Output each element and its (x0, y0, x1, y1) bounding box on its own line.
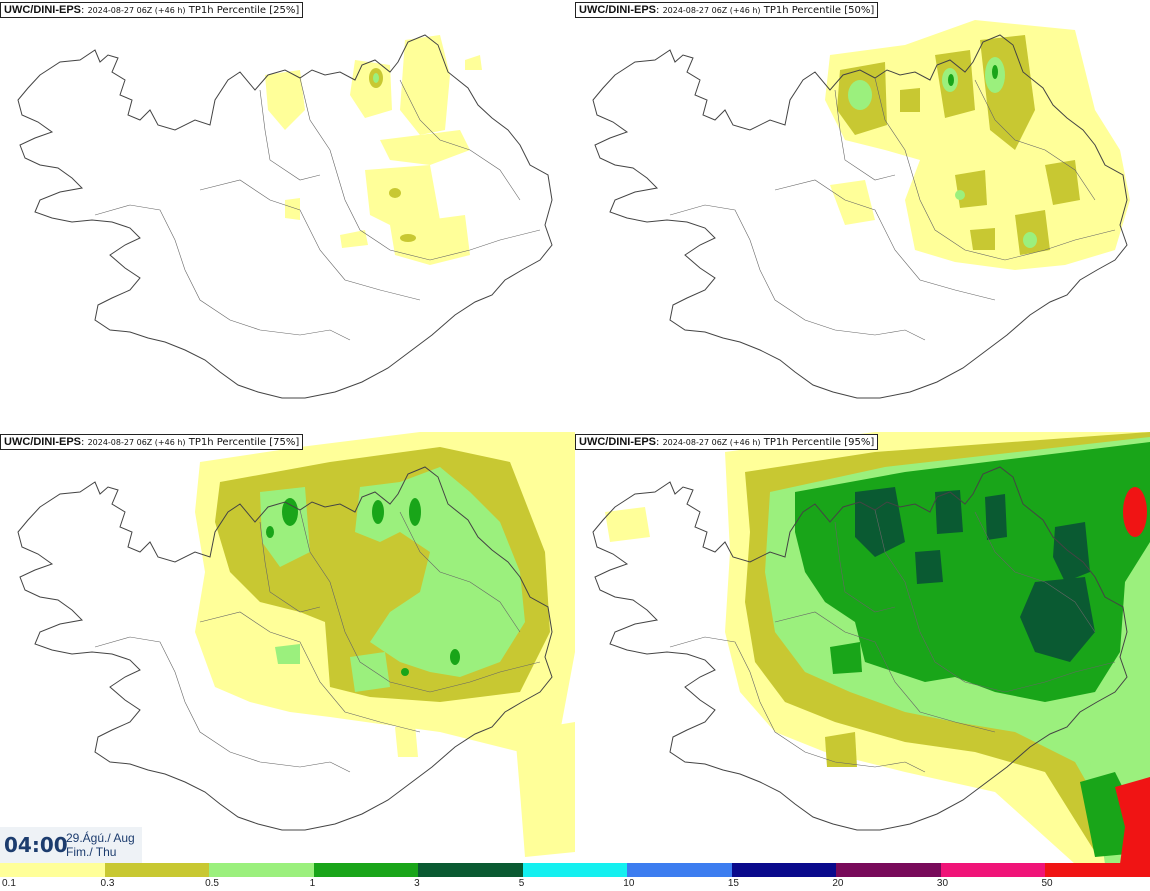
legend-labels: 0.1 0.3 0.5 1 3 5 10 15 20 30 50 (0, 877, 1150, 891)
precip-map-p75 (17, 432, 575, 857)
precip-legend: 0.1 0.3 0.5 1 3 5 10 15 20 30 50 (0, 863, 1150, 891)
legend-swatch (104, 863, 210, 877)
legend-swatch (418, 863, 523, 877)
legend-swatch (313, 863, 419, 877)
precip-map-p50 (592, 20, 1130, 399)
legend-label: 0.5 (205, 878, 219, 889)
run-info: 2024-08-27 06Z (+46 h) (87, 438, 186, 447)
legend-swatch (522, 863, 628, 877)
legend-label: 10 (623, 878, 635, 889)
panel-header: UWC/DINI-EPS: 2024-08-27 06Z (+46 h) TP1… (575, 2, 879, 18)
legend-swatch (731, 863, 837, 877)
panel-title: TP1h Percentile [50%] (763, 5, 875, 16)
legend-color-bar (0, 863, 1150, 877)
map-panel-p95: UWC/DINI-EPS: 2024-08-27 06Z (+46 h) TP1… (575, 432, 1150, 864)
legend-label: 1 (309, 878, 316, 889)
panel-title: TP1h Percentile [25%] (188, 5, 300, 16)
legend-label: 50 (1041, 878, 1053, 889)
panel-title: TP1h Percentile [95%] (763, 437, 875, 448)
panel-header: UWC/DINI-EPS: 2024-08-27 06Z (+46 h) TP1… (0, 434, 304, 450)
legend-label: 5 (518, 878, 525, 889)
legend-swatch (627, 863, 732, 877)
model-name: UWC/DINI-EPS (579, 4, 656, 16)
valid-time-box: 04:00 29.Ágú./ Aug Fim./ Thu (0, 827, 142, 863)
valid-time-date: 29.Ágú./ Aug Fim./ Thu (66, 831, 135, 859)
legend-label: 0.1 (2, 878, 16, 889)
map-panel-p25: UWC/DINI-EPS: 2024-08-27 06Z (+46 h) TP1… (0, 0, 575, 432)
legend-swatch (0, 863, 105, 877)
legend-label: 0.3 (100, 878, 115, 889)
map-panel-p75: UWC/DINI-EPS: 2024-08-27 06Z (+46 h) TP1… (0, 432, 575, 864)
legend-swatch (836, 863, 941, 877)
legend-swatch (1045, 863, 1150, 877)
map-panel-p50: UWC/DINI-EPS: 2024-08-27 06Z (+46 h) TP1… (575, 0, 1150, 432)
legend-swatch (940, 863, 1046, 877)
panel-title: TP1h Percentile [75%] (188, 437, 300, 448)
legend-swatch (209, 863, 314, 877)
valid-date-line2: Fim./ Thu (66, 845, 117, 859)
valid-time-clock: 04:00 (4, 833, 68, 857)
panel-header: UWC/DINI-EPS: 2024-08-27 06Z (+46 h) TP1… (575, 434, 879, 450)
model-name: UWC/DINI-EPS (4, 4, 81, 16)
run-info: 2024-08-27 06Z (+46 h) (662, 6, 761, 15)
model-name: UWC/DINI-EPS (4, 436, 81, 448)
precip-map-p95 (592, 432, 1150, 864)
valid-date-line1: 29.Ágú./ Aug (66, 831, 135, 845)
run-info: 2024-08-27 06Z (+46 h) (662, 438, 761, 447)
precip-map-p25 (17, 34, 553, 399)
legend-label: 30 (936, 878, 949, 889)
run-info: 2024-08-27 06Z (+46 h) (87, 6, 186, 15)
panel-header: UWC/DINI-EPS: 2024-08-27 06Z (+46 h) TP1… (0, 2, 304, 18)
model-name: UWC/DINI-EPS (579, 436, 656, 448)
legend-label: 3 (414, 878, 420, 889)
legend-label: 20 (832, 878, 844, 889)
legend-label: 15 (727, 878, 739, 889)
